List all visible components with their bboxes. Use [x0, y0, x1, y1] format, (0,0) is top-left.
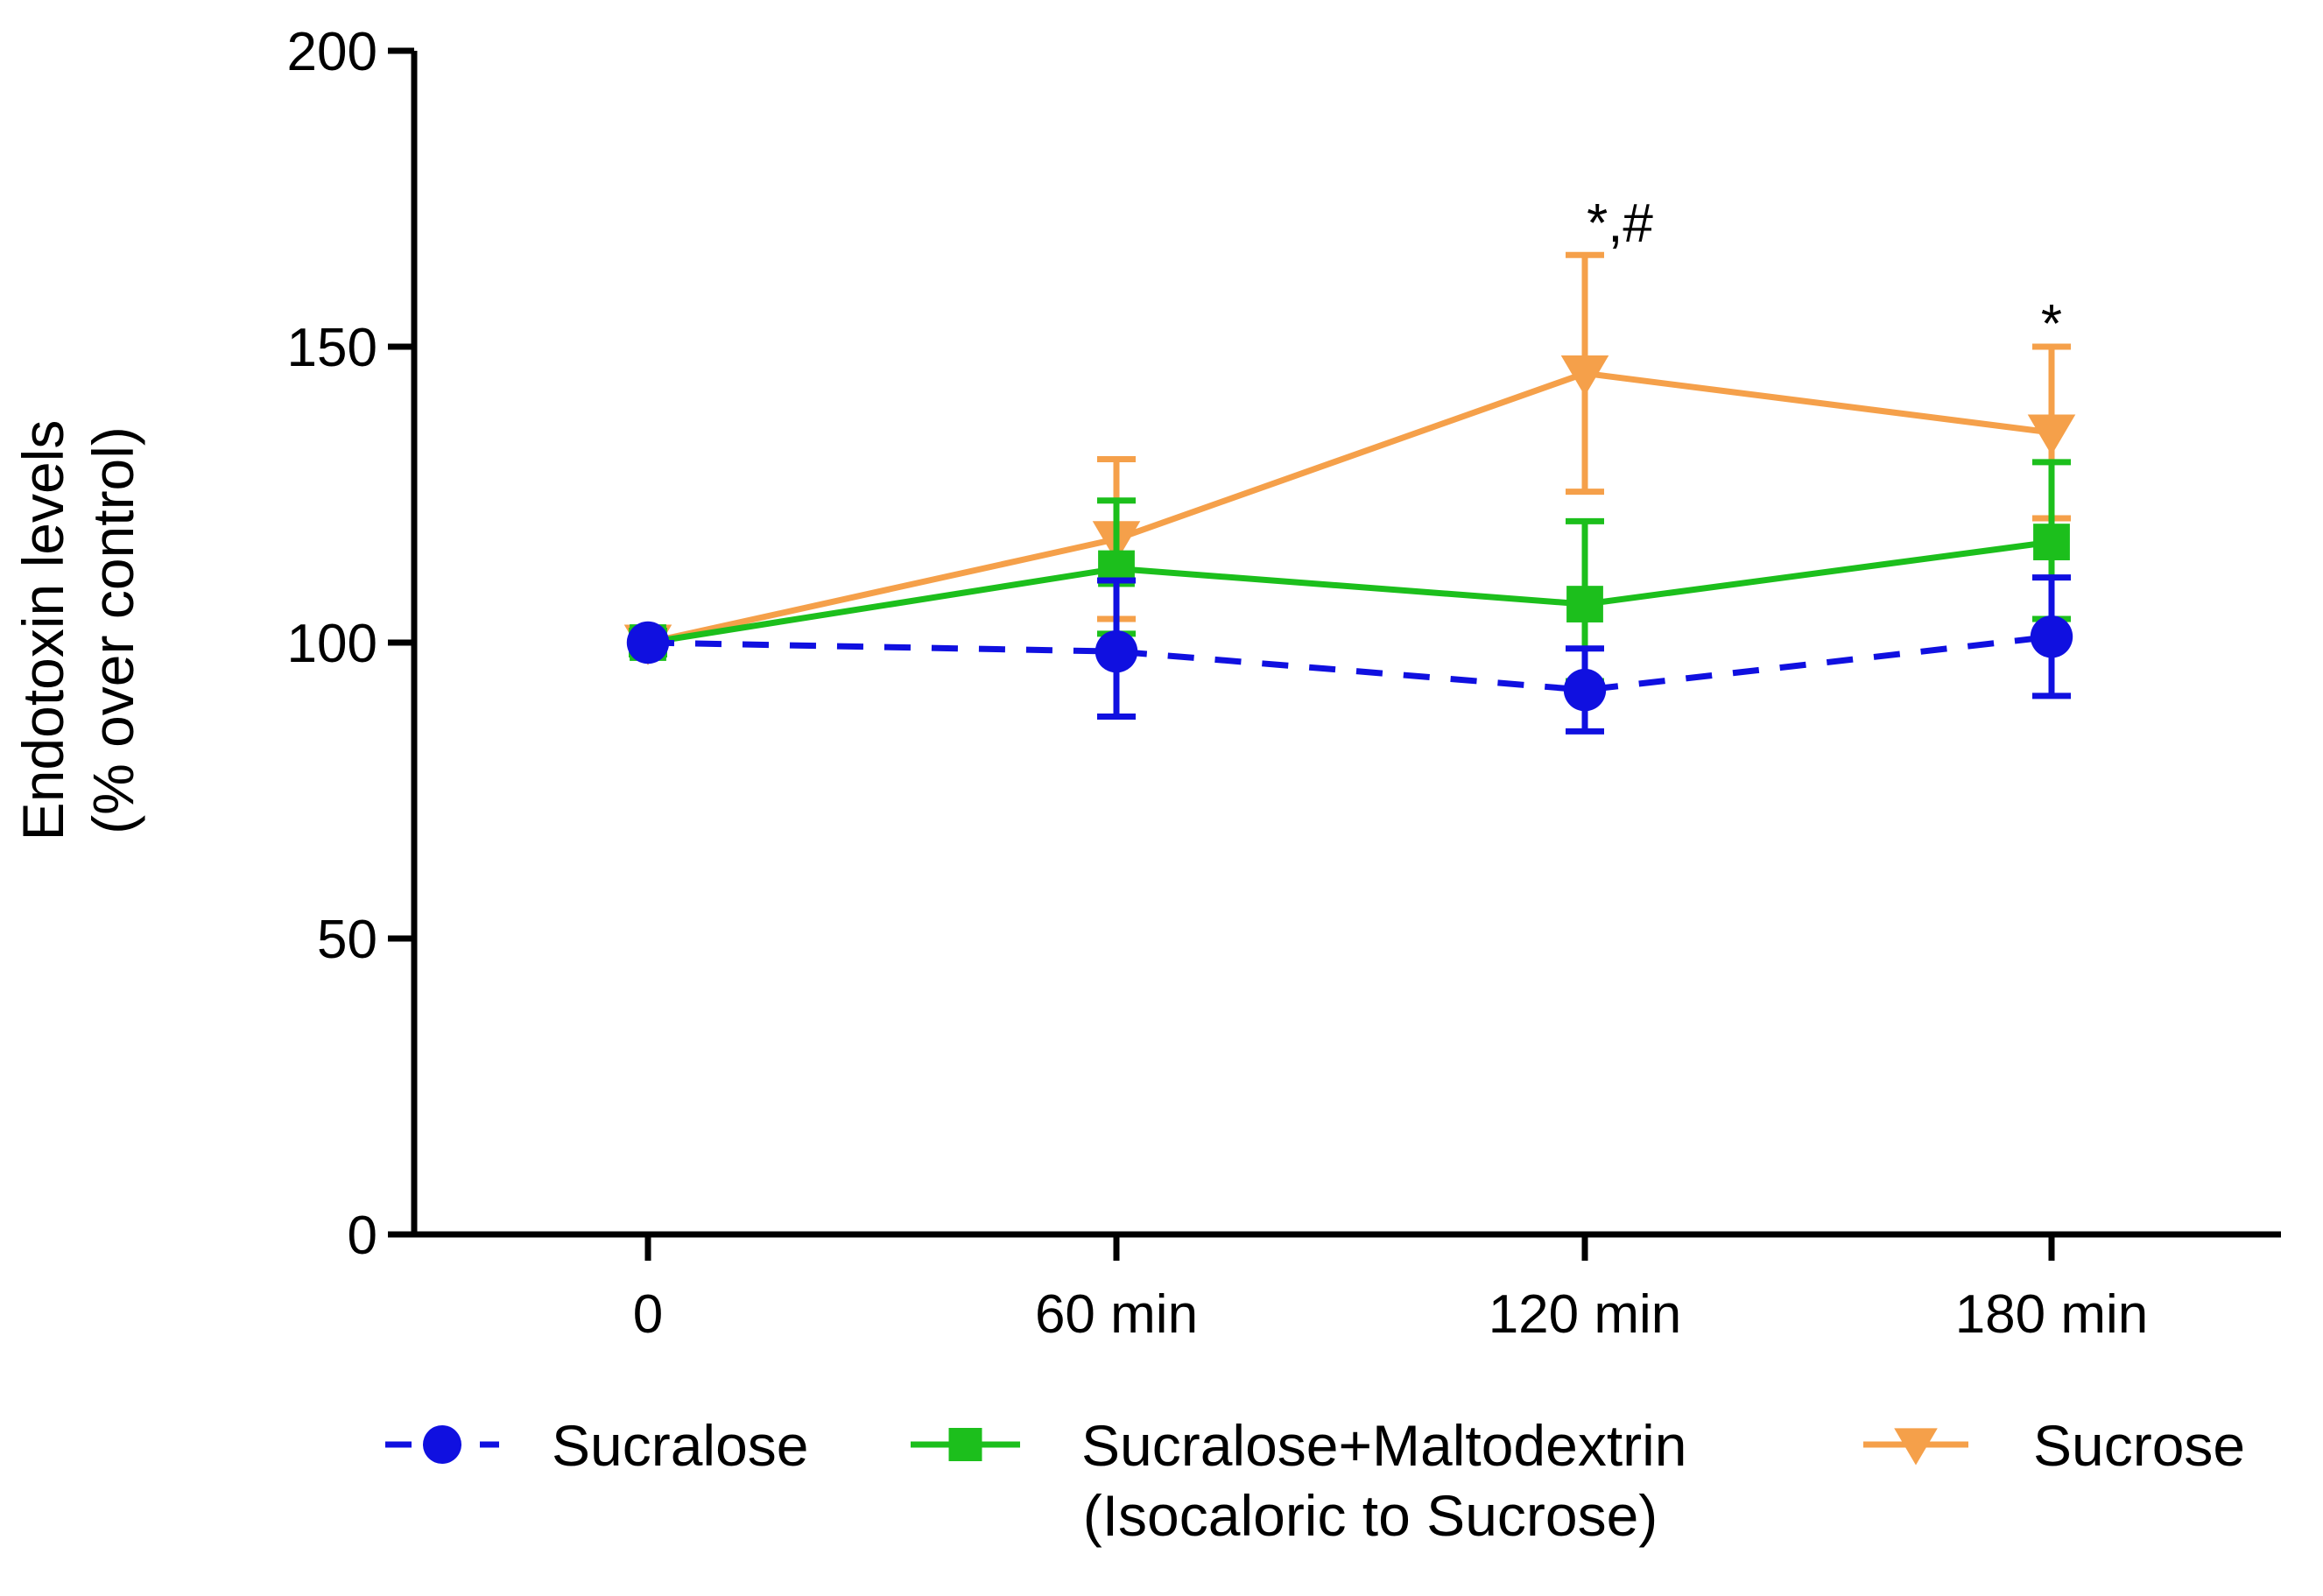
x-tick-label: 0 — [633, 1284, 663, 1345]
x-tick-label: 60 min — [1035, 1284, 1198, 1345]
y-tick-label: 200 — [287, 22, 377, 82]
y-ticks: 0 50 100 150 200 — [287, 22, 414, 1266]
plot-area — [623, 251, 2076, 735]
legend-item: Sucralose+Maltodextrin(Isocaloric to Suc… — [911, 1413, 1687, 1548]
legend-label: Sucralose+Maltodextrin — [1081, 1413, 1687, 1478]
series-line — [647, 369, 2052, 646]
axes: 0 50 100 150 200 0 60 min 120 min 180 min — [287, 22, 2281, 1345]
legend-item: Sucralose — [385, 1413, 809, 1478]
x-tick-label: 180 min — [1955, 1284, 2149, 1345]
legend-label: Sucralose — [552, 1413, 809, 1478]
series-line — [647, 538, 2052, 646]
series-sucralose — [626, 574, 2073, 735]
data-point — [1566, 586, 1603, 622]
significance-annotation: * — [2041, 294, 2062, 355]
data-point — [2027, 414, 2076, 455]
series-sucrose — [623, 251, 2076, 665]
x-tick-label: 120 min — [1489, 1284, 1682, 1345]
legend-label: Sucrose — [2033, 1413, 2245, 1478]
data-point — [1560, 355, 1609, 397]
legend-label-line2: (Isocaloric to Sucrose) — [1083, 1483, 1658, 1548]
y-tick-label: 0 — [348, 1206, 377, 1266]
y-axis-title-line1: Endotoxin levels — [11, 420, 75, 841]
data-point — [1563, 668, 1607, 712]
legend-marker — [948, 1428, 982, 1461]
y-tick-label: 150 — [287, 318, 377, 378]
series-line — [647, 633, 2052, 693]
data-point — [2030, 615, 2073, 658]
data-point — [2033, 524, 2070, 560]
legend-marker — [423, 1425, 461, 1464]
y-axis-title-line2: (% over control) — [81, 426, 145, 834]
data-point — [626, 621, 670, 664]
x-ticks: 0 60 min 120 min 180 min — [633, 1234, 2149, 1345]
legend: Sucralose Sucralose+Maltodextrin(Isocalor… — [385, 1413, 2245, 1548]
significance-annotation: *,# — [1587, 193, 1653, 254]
data-point — [1095, 629, 1138, 673]
legend-item: Sucrose — [1863, 1413, 2245, 1478]
legend-marker — [1894, 1428, 1938, 1466]
y-tick-label: 50 — [317, 910, 377, 970]
significance-annotations: *,# * — [1587, 193, 2062, 355]
y-tick-label: 100 — [287, 614, 377, 674]
